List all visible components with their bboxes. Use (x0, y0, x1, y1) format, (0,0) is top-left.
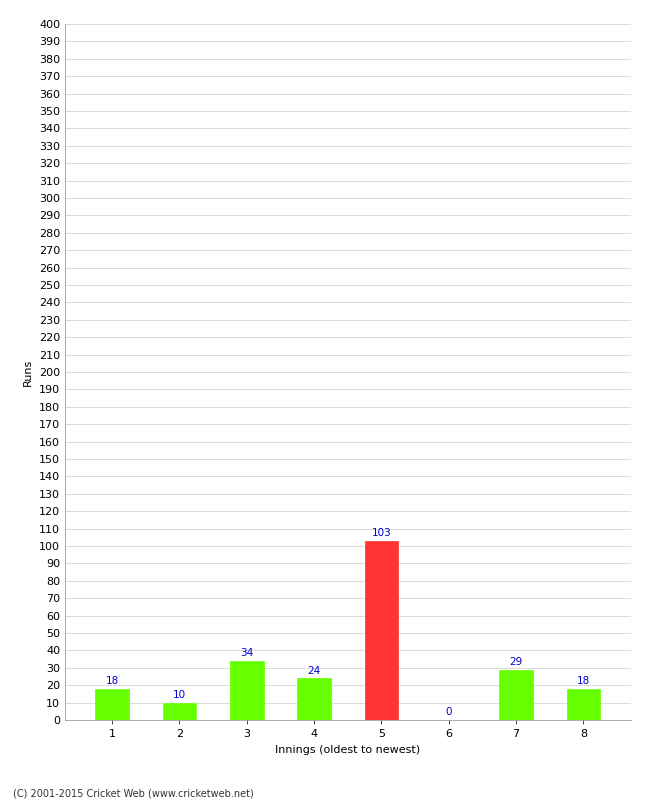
Text: (C) 2001-2015 Cricket Web (www.cricketweb.net): (C) 2001-2015 Cricket Web (www.cricketwe… (13, 788, 254, 798)
Text: 24: 24 (307, 666, 320, 676)
Text: 29: 29 (510, 657, 523, 667)
Bar (96, 689, 129, 720)
Text: 103: 103 (372, 528, 391, 538)
X-axis label: Innings (oldest to newest): Innings (oldest to newest) (275, 745, 421, 754)
Text: 10: 10 (173, 690, 186, 700)
Bar (297, 678, 331, 720)
Bar (499, 670, 533, 720)
Bar (230, 661, 264, 720)
Bar (162, 702, 196, 720)
Text: 0: 0 (445, 707, 452, 718)
Text: 34: 34 (240, 648, 254, 658)
Bar (365, 541, 398, 720)
Text: 18: 18 (105, 676, 119, 686)
Bar (567, 689, 600, 720)
Y-axis label: Runs: Runs (23, 358, 33, 386)
Text: 18: 18 (577, 676, 590, 686)
